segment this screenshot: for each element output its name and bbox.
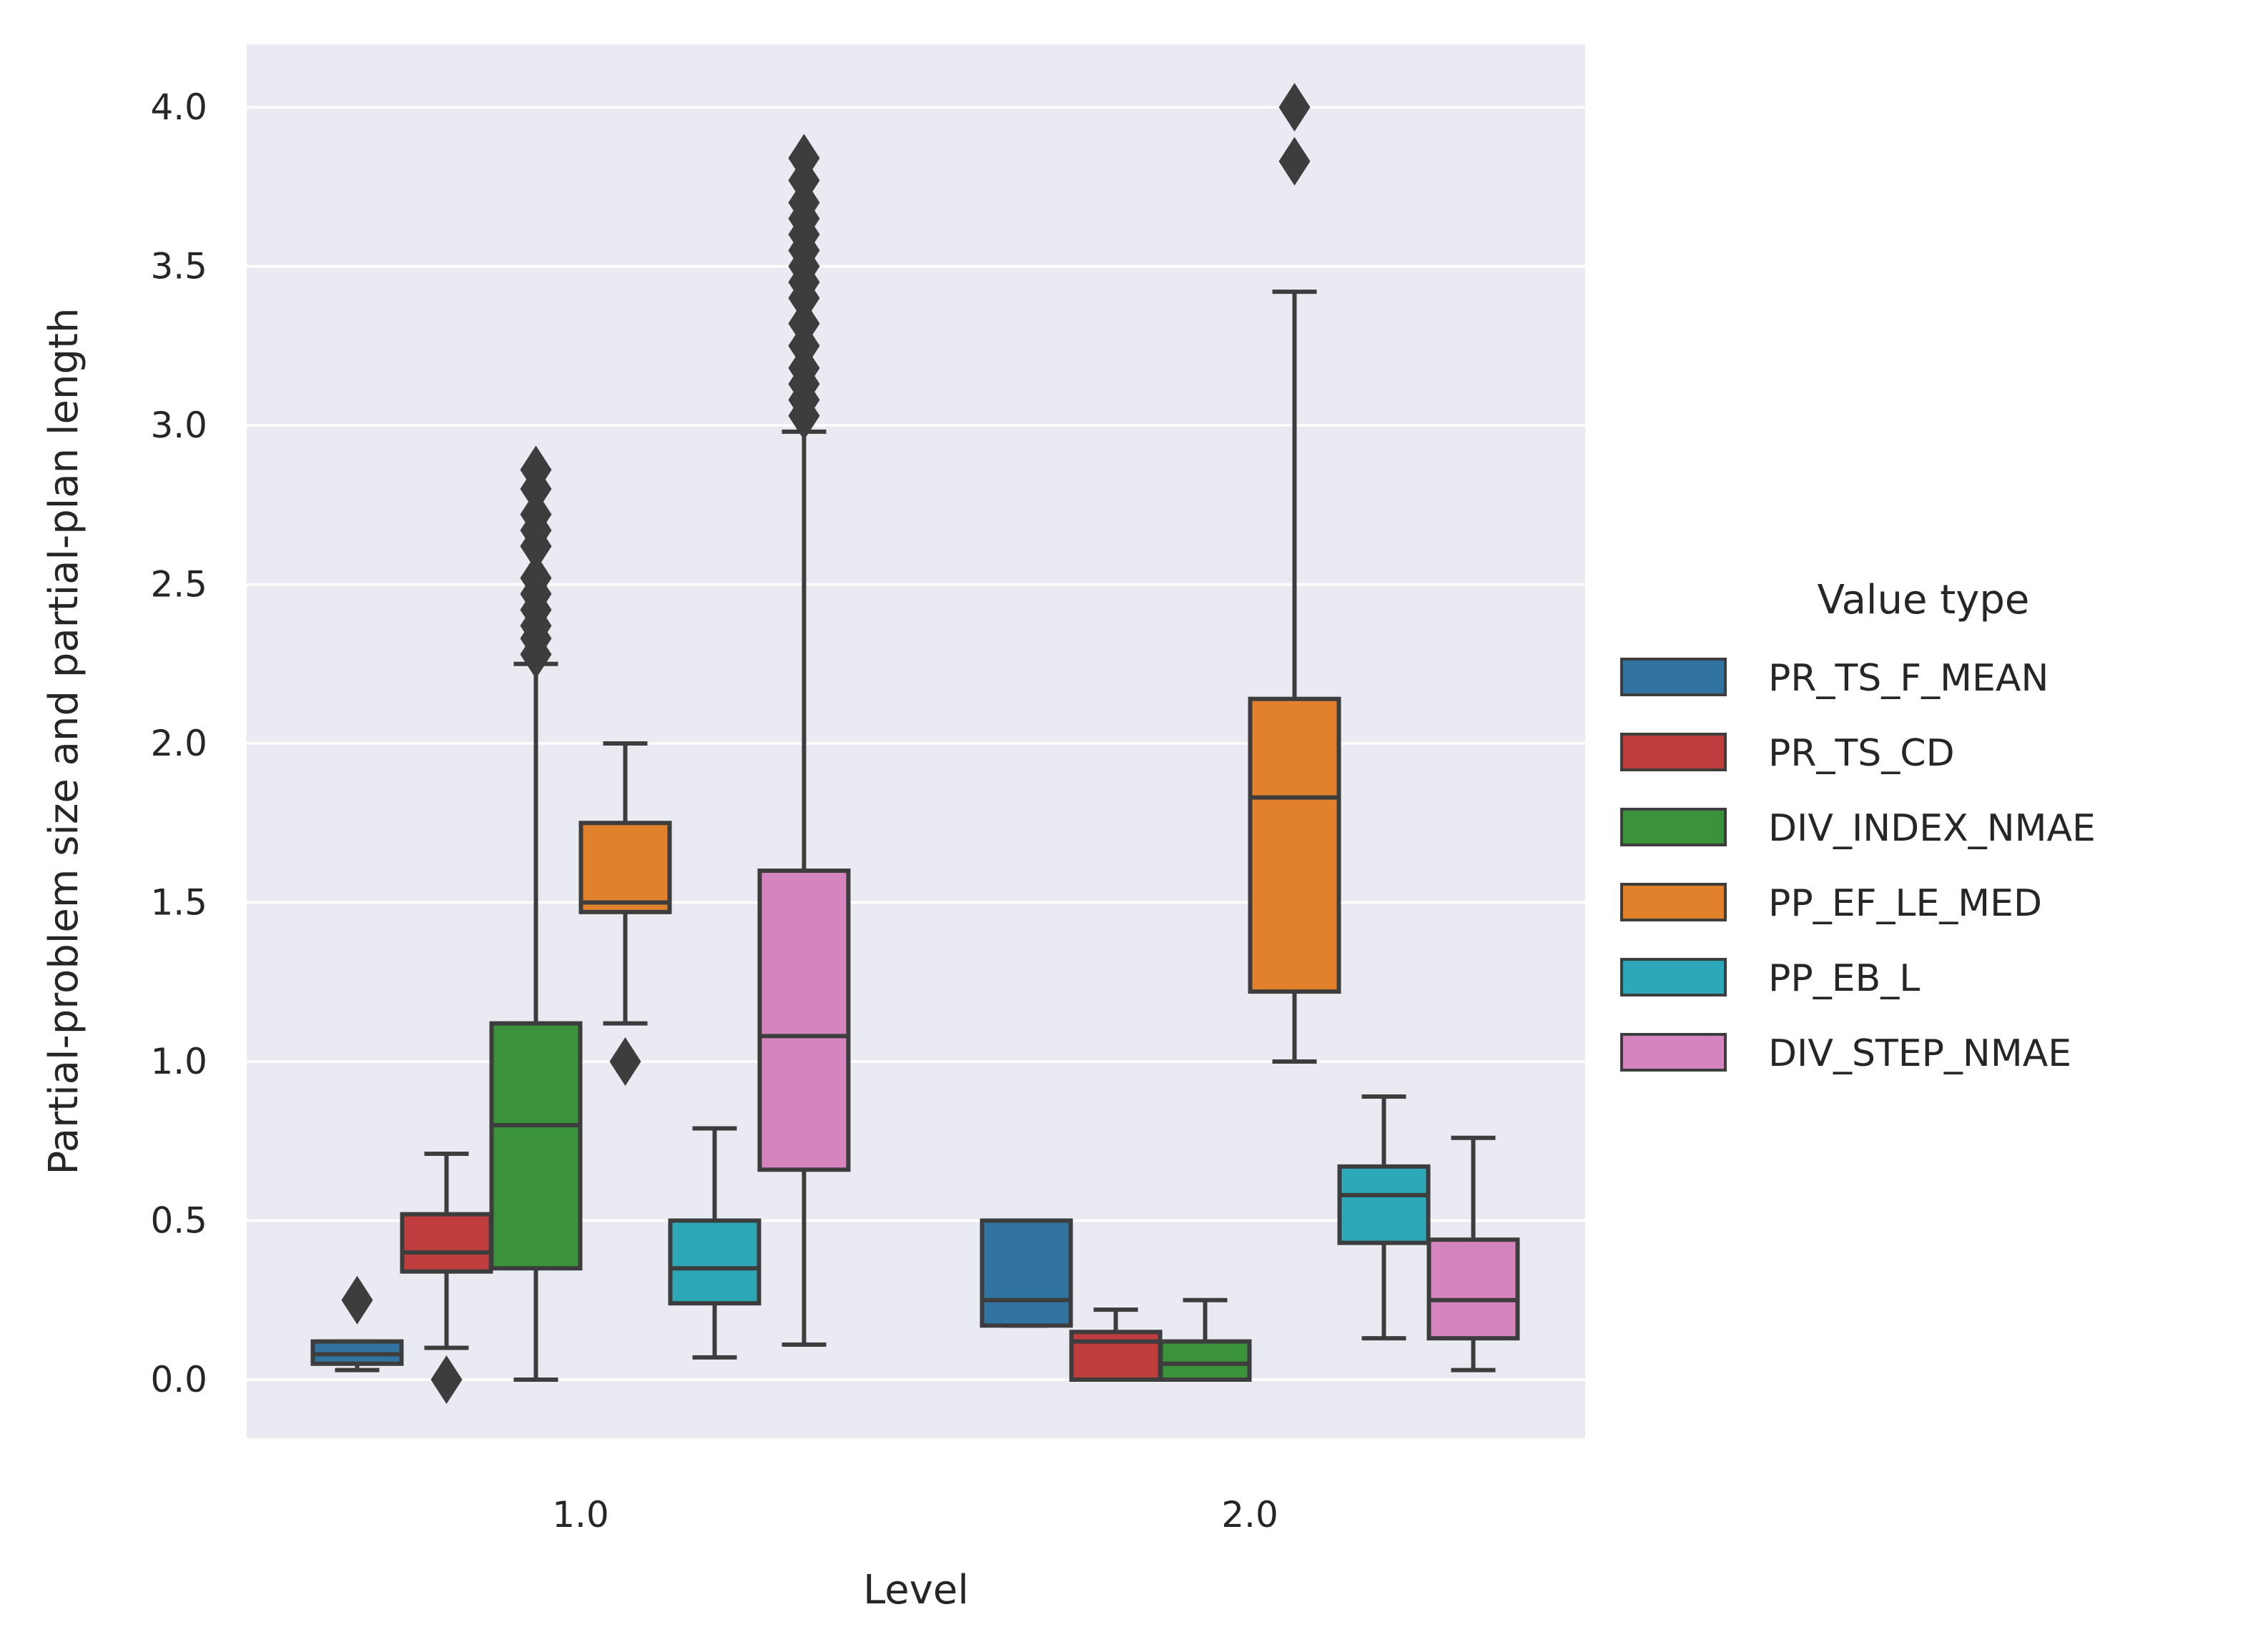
box-div-step-nmae-level-2	[1426, 1135, 1520, 1372]
box-iqr	[1158, 1339, 1252, 1382]
legend-swatch	[1620, 1033, 1727, 1072]
y-tick-label: 4.0	[150, 86, 207, 128]
y-tick-label: 1.5	[150, 882, 207, 924]
y-tick-label: 2.0	[150, 723, 207, 764]
legend-label: PP_EB_L	[1768, 957, 1920, 1000]
legend-item: PR_TS_F_MEAN	[1620, 657, 2048, 700]
legend-swatch	[1620, 808, 1727, 846]
x-tick-label: 2.0	[1221, 1494, 1278, 1535]
outlier-point	[788, 299, 820, 348]
box-iqr	[980, 1218, 1073, 1328]
box-iqr	[1069, 1330, 1163, 1382]
y-tick-labels: 0.0 0.5 1.0 1.5 2.0 2.5 3.0 3.5 4.0	[150, 86, 207, 1400]
box-iqr	[489, 1021, 583, 1271]
grid-lines	[247, 106, 1585, 1381]
box-pp-ef-le-med-level-1	[578, 741, 672, 1086]
box-div-index-nmae-level-1	[489, 445, 583, 1382]
outlier-point	[520, 445, 552, 495]
y-tick-label: 0.5	[150, 1200, 207, 1242]
y-tick-label: 3.0	[150, 405, 207, 446]
outlier-point	[520, 490, 552, 539]
y-tick-label: 3.5	[150, 246, 207, 287]
legend-swatch	[1620, 658, 1727, 696]
box-iqr	[400, 1212, 493, 1274]
box-iqr	[578, 821, 672, 914]
x-axis-label: Level	[863, 1567, 969, 1613]
box-div-step-nmae-level-1	[757, 134, 851, 1347]
box-iqr	[1337, 1164, 1431, 1245]
legend-label: PR_TS_CD	[1768, 732, 1955, 775]
box-pr-ts-f-mean-level-2	[980, 1218, 1073, 1328]
outlier-point	[1278, 83, 1311, 132]
y-tick-label: 1.0	[150, 1041, 207, 1082]
boxes	[310, 83, 1520, 1404]
outlier-point	[341, 1275, 373, 1325]
box-iqr	[1426, 1237, 1520, 1341]
outlier-point	[520, 553, 552, 603]
outlier-point	[609, 1037, 641, 1086]
box-iqr	[1248, 696, 1341, 994]
legend-label: PR_TS_F_MEAN	[1768, 657, 2048, 700]
legend-title: Value type	[1818, 577, 2030, 623]
y-tick-label: 2.5	[150, 564, 207, 605]
box-div-index-nmae-level-2	[1158, 1297, 1252, 1382]
outlier-point	[430, 1355, 463, 1404]
legend-label: PP_EF_LE_MED	[1768, 882, 2042, 925]
legend-swatch	[1620, 883, 1727, 921]
box-pr-ts-f-mean-level-1	[310, 1275, 404, 1372]
box-pp-eb-l-level-2	[1337, 1094, 1431, 1341]
legend-swatch	[1620, 733, 1727, 771]
outlier-point	[1278, 137, 1311, 186]
y-axis-label: Partial-problem size and partial-plan le…	[41, 308, 87, 1175]
x-tick-label: 1.0	[552, 1494, 609, 1535]
y-tick-label: 0.0	[150, 1359, 207, 1400]
legend-item: PP_EF_LE_MED	[1620, 882, 2042, 925]
x-tick-labels: 1.0 2.0	[552, 1494, 1278, 1535]
legend-label: DIV_INDEX_NMAE	[1768, 807, 2096, 850]
legend-item: PP_EB_L	[1620, 957, 1920, 1000]
legend: Value type PR_TS_F_MEAN PR_TS_CD DIV_INDEX…	[1620, 577, 2096, 1075]
legend-swatch	[1620, 958, 1727, 996]
box-pp-eb-l-level-1	[668, 1126, 761, 1360]
outlier-point	[788, 134, 820, 183]
legend-item: PR_TS_CD	[1620, 732, 1955, 775]
legend-label: DIV_STEP_NMAE	[1768, 1032, 2071, 1075]
box-iqr	[757, 869, 851, 1172]
box-pr-ts-cd-level-1	[400, 1152, 493, 1404]
legend-item: DIV_INDEX_NMAE	[1620, 807, 2096, 850]
legend-item: DIV_STEP_NMAE	[1620, 1032, 2071, 1075]
box-iqr	[668, 1218, 761, 1306]
box-pp-ef-le-med-level-2	[1248, 83, 1341, 1064]
